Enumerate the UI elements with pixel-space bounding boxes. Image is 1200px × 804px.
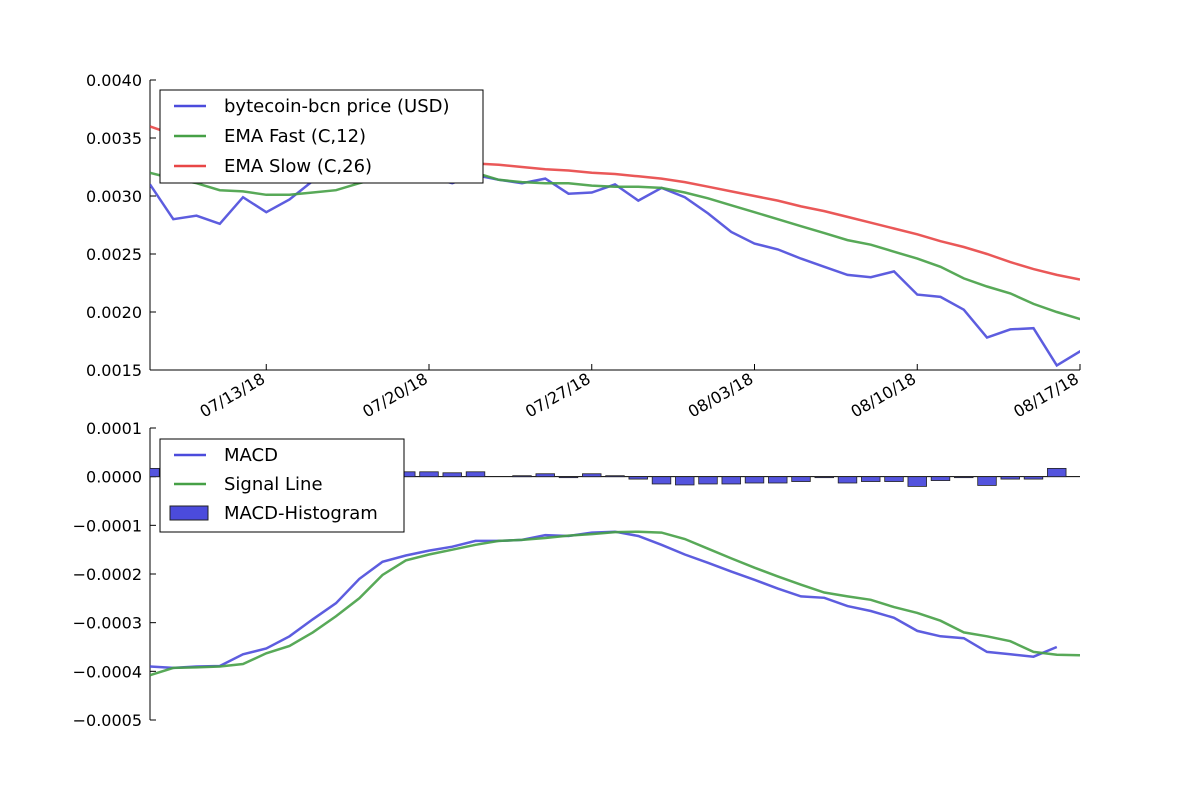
macd-y-tick-label: −0.0004 — [73, 662, 142, 681]
ema-fast-line — [150, 171, 1080, 321]
legend-swatch — [169, 505, 209, 521]
macd-histogram-bar — [1023, 476, 1044, 480]
macd-legend: MACD Signal Line MACD-Histogram — [159, 438, 405, 533]
macd-histogram-bar — [907, 476, 927, 487]
macd-y-tick-label: −0.0003 — [73, 614, 142, 633]
macd-histogram-bar — [837, 476, 858, 484]
legend-label: Signal Line — [224, 474, 323, 495]
price-legend-box — [159, 89, 484, 184]
date-tick-label: 08/17/18 — [1010, 369, 1082, 421]
macd-histogram-bar — [628, 476, 648, 480]
legend-label: EMA Slow (C,26) — [224, 156, 372, 177]
macd-histogram-bar — [814, 476, 834, 479]
macd-histogram-bar — [442, 472, 462, 478]
macd-histogram-bar — [744, 476, 765, 484]
legend-label: bytecoin-bcn price (USD) — [224, 96, 450, 117]
macd-histogram-bar — [768, 476, 788, 484]
legend-label: MACD-Histogram — [224, 503, 378, 524]
macd-y-tick-label: −0.0005 — [73, 711, 142, 730]
macd-histogram-bar — [861, 476, 881, 482]
macd-panel: 0.0001 0.0000 −0.0001 −0.0002 −0.0003 −0.0004… — [73, 419, 1080, 730]
price-y-tick-label: 0.0025 — [86, 245, 142, 264]
macd-histogram-bar — [465, 471, 486, 478]
price-panel: 0.0040 0.0035 0.0030 0.0025 0.0020 0.0015 07/1… — [86, 71, 1082, 421]
macd-y-tick-label: −0.0002 — [73, 565, 142, 584]
macd-histogram-bar — [150, 467, 160, 478]
price-y-tick-label: 0.0020 — [86, 303, 142, 322]
macd-histogram-bar — [651, 476, 672, 485]
macd-histogram-bar — [605, 475, 625, 478]
date-tick-label: 07/27/18 — [522, 369, 594, 421]
macd-histogram-bar — [930, 476, 951, 481]
macd-y-tick-label: −0.0001 — [73, 516, 142, 535]
price-y-tick-label: 0.0015 — [86, 361, 142, 380]
legend-label: MACD — [224, 445, 278, 466]
price-y-tick-label: 0.0035 — [86, 129, 142, 148]
macd-histogram-bar — [419, 471, 439, 478]
macd-y-tick-label: 0.0000 — [86, 468, 142, 487]
macd-histogram-bar — [1000, 476, 1020, 480]
macd-histogram-bar — [582, 473, 602, 478]
legend-label: EMA Fast (C,12) — [224, 126, 366, 147]
macd-histogram-bar — [675, 476, 695, 486]
macd-histogram-bar — [535, 473, 555, 478]
macd-histogram-bar — [954, 476, 974, 479]
macd-histogram-bar — [977, 476, 997, 486]
date-tick-label: 08/10/18 — [848, 369, 920, 421]
macd-histogram-bar — [1047, 467, 1067, 478]
price-line — [150, 169, 1080, 368]
date-tick-label: 07/13/18 — [197, 369, 269, 421]
price-y-tick-label: 0.0040 — [86, 71, 142, 90]
price-y-tick-label: 0.0030 — [86, 187, 142, 206]
signal-line — [150, 530, 1080, 677]
date-tick-label: 07/20/18 — [359, 369, 431, 421]
price-legend: bytecoin-bcn price (USD) EMA Fast (C,12) E… — [159, 89, 484, 184]
date-tick-label: 08/03/18 — [685, 369, 757, 421]
macd-histogram-bar — [884, 476, 904, 482]
macd-histogram-bar — [512, 475, 532, 478]
macd-y-tick-label: 0.0001 — [86, 419, 142, 438]
macd-histogram-bar — [721, 476, 741, 485]
macd-histogram-bar — [698, 476, 718, 485]
macd-histogram-bar — [558, 476, 579, 479]
macd-histogram-bar — [791, 476, 811, 482]
